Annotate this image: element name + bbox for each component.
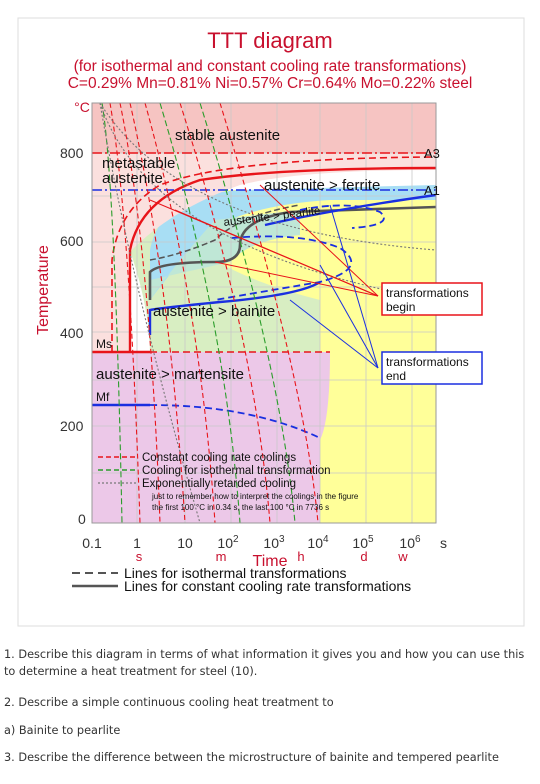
label-metastable-austenite: austenite: [102, 170, 163, 187]
time-unit-h: h: [297, 549, 304, 564]
diagram-subtitle: (for isothermal and constant cooling rat…: [74, 58, 467, 75]
box-transformations-end: [381, 351, 483, 385]
diagram-title: TTT diagram: [207, 28, 333, 53]
y-ticks: 800 600 400 200 0: [60, 145, 86, 527]
label-stable-austenite: stable austenite: [175, 127, 280, 144]
x-tick-100: 102: [217, 534, 239, 551]
plot-area: [92, 103, 436, 523]
x-tick-1000000: 106: [399, 534, 421, 551]
question-1: 1. Describe this diagram in terms of wha…: [4, 648, 525, 678]
x-tick-0-1: 0.1: [82, 535, 102, 551]
label-metastable: metastable: [102, 155, 175, 172]
box-begin-line1: transformations: [386, 286, 469, 300]
cooling-begin-curve: [128, 166, 436, 352]
x-ticks: 0.1 1 10 102 103 104 105 106: [82, 534, 421, 551]
x-tick-100000: 105: [352, 534, 374, 551]
x-tick-10: 10: [177, 535, 193, 551]
ttt-diagram: TTT diagram (for isothermal and constant…: [17, 17, 525, 627]
y-tick-800: 800: [60, 145, 84, 161]
legend-isothermal-cooling: Cooling for isothermal transformation: [142, 465, 331, 477]
question-2a: a) Bainite to pearlite: [4, 724, 121, 737]
y-tick-400: 400: [60, 325, 84, 341]
label-a1: A1: [424, 183, 440, 198]
stable-austenite-region: [92, 103, 436, 153]
legend-isothermal-lines: Lines for isothermal transformations: [124, 565, 347, 581]
box-end-line2: end: [386, 369, 406, 383]
bainite-end-curve: [148, 280, 321, 335]
legend-note-2: the first 100 °C in 0.34 s, the last 100…: [152, 503, 329, 512]
ferrite-end-curve: [148, 205, 436, 300]
legend-constant-cooling: Constant cooling rate coolings: [142, 452, 296, 464]
y-unit: °C: [74, 99, 90, 115]
label-ms: Ms: [96, 337, 112, 351]
x-tick-1000: 103: [263, 534, 285, 551]
pearlite-end-curve: [264, 193, 436, 227]
isothermal-begin-curve: [111, 156, 436, 352]
box-end-line1: transformations: [386, 355, 469, 369]
y-axis-label: Temperature: [35, 245, 52, 335]
time-unit-m: m: [216, 549, 227, 564]
x-tick-10000: 104: [307, 534, 329, 551]
martensite-region: [92, 352, 330, 523]
x-axis-label: Time: [253, 553, 288, 570]
time-units: s m h d w: [136, 549, 409, 564]
y-tick-200: 200: [60, 418, 84, 434]
time-unit-d: d: [360, 549, 367, 564]
y-tick-0: 0: [78, 511, 86, 527]
label-martensite: austenite > martensite: [96, 366, 244, 383]
end-arrows: [289, 204, 379, 369]
label-bainite: austenite > bainite: [153, 303, 275, 320]
metastable-austenite-region: [92, 153, 436, 352]
time-unit-s: s: [136, 549, 143, 564]
box-begin-line2: begin: [386, 300, 415, 314]
y-tick-600: 600: [60, 233, 84, 249]
question-3: 3. Describe the difference between the m…: [4, 751, 499, 764]
ferrite-region: [150, 185, 436, 300]
label-ferrite: austenite > ferrite: [264, 177, 380, 194]
label-a3: A3: [424, 146, 440, 161]
question-2: 2. Describe a simple continuous cooling …: [4, 696, 334, 709]
label-mf: Mf: [96, 390, 110, 404]
line-type-legend: Lines for isothermal transformations Lin…: [72, 565, 411, 594]
cooling-curves: [99, 103, 436, 523]
mf-line-dashed: [149, 404, 321, 439]
cooling-legend: Constant cooling rate coolings Cooling f…: [98, 452, 359, 512]
legend-note-1: just to remember how to interpret the co…: [151, 492, 359, 501]
begin-arrows: [149, 184, 379, 297]
legend-exponential-cooling: Exponentially retarded cooling: [142, 478, 296, 490]
x-tick-1: 1: [133, 535, 141, 551]
box-transformations-begin: [381, 282, 483, 316]
steel-composition: C=0.29% Mn=0.81% Ni=0.57% Cr=0.64% Mo=0.…: [68, 75, 473, 92]
x-unit-seconds: s: [440, 535, 447, 551]
time-unit-w: w: [397, 549, 408, 564]
legend-constant-lines: Lines for constant cooling rate transfor…: [124, 578, 411, 594]
